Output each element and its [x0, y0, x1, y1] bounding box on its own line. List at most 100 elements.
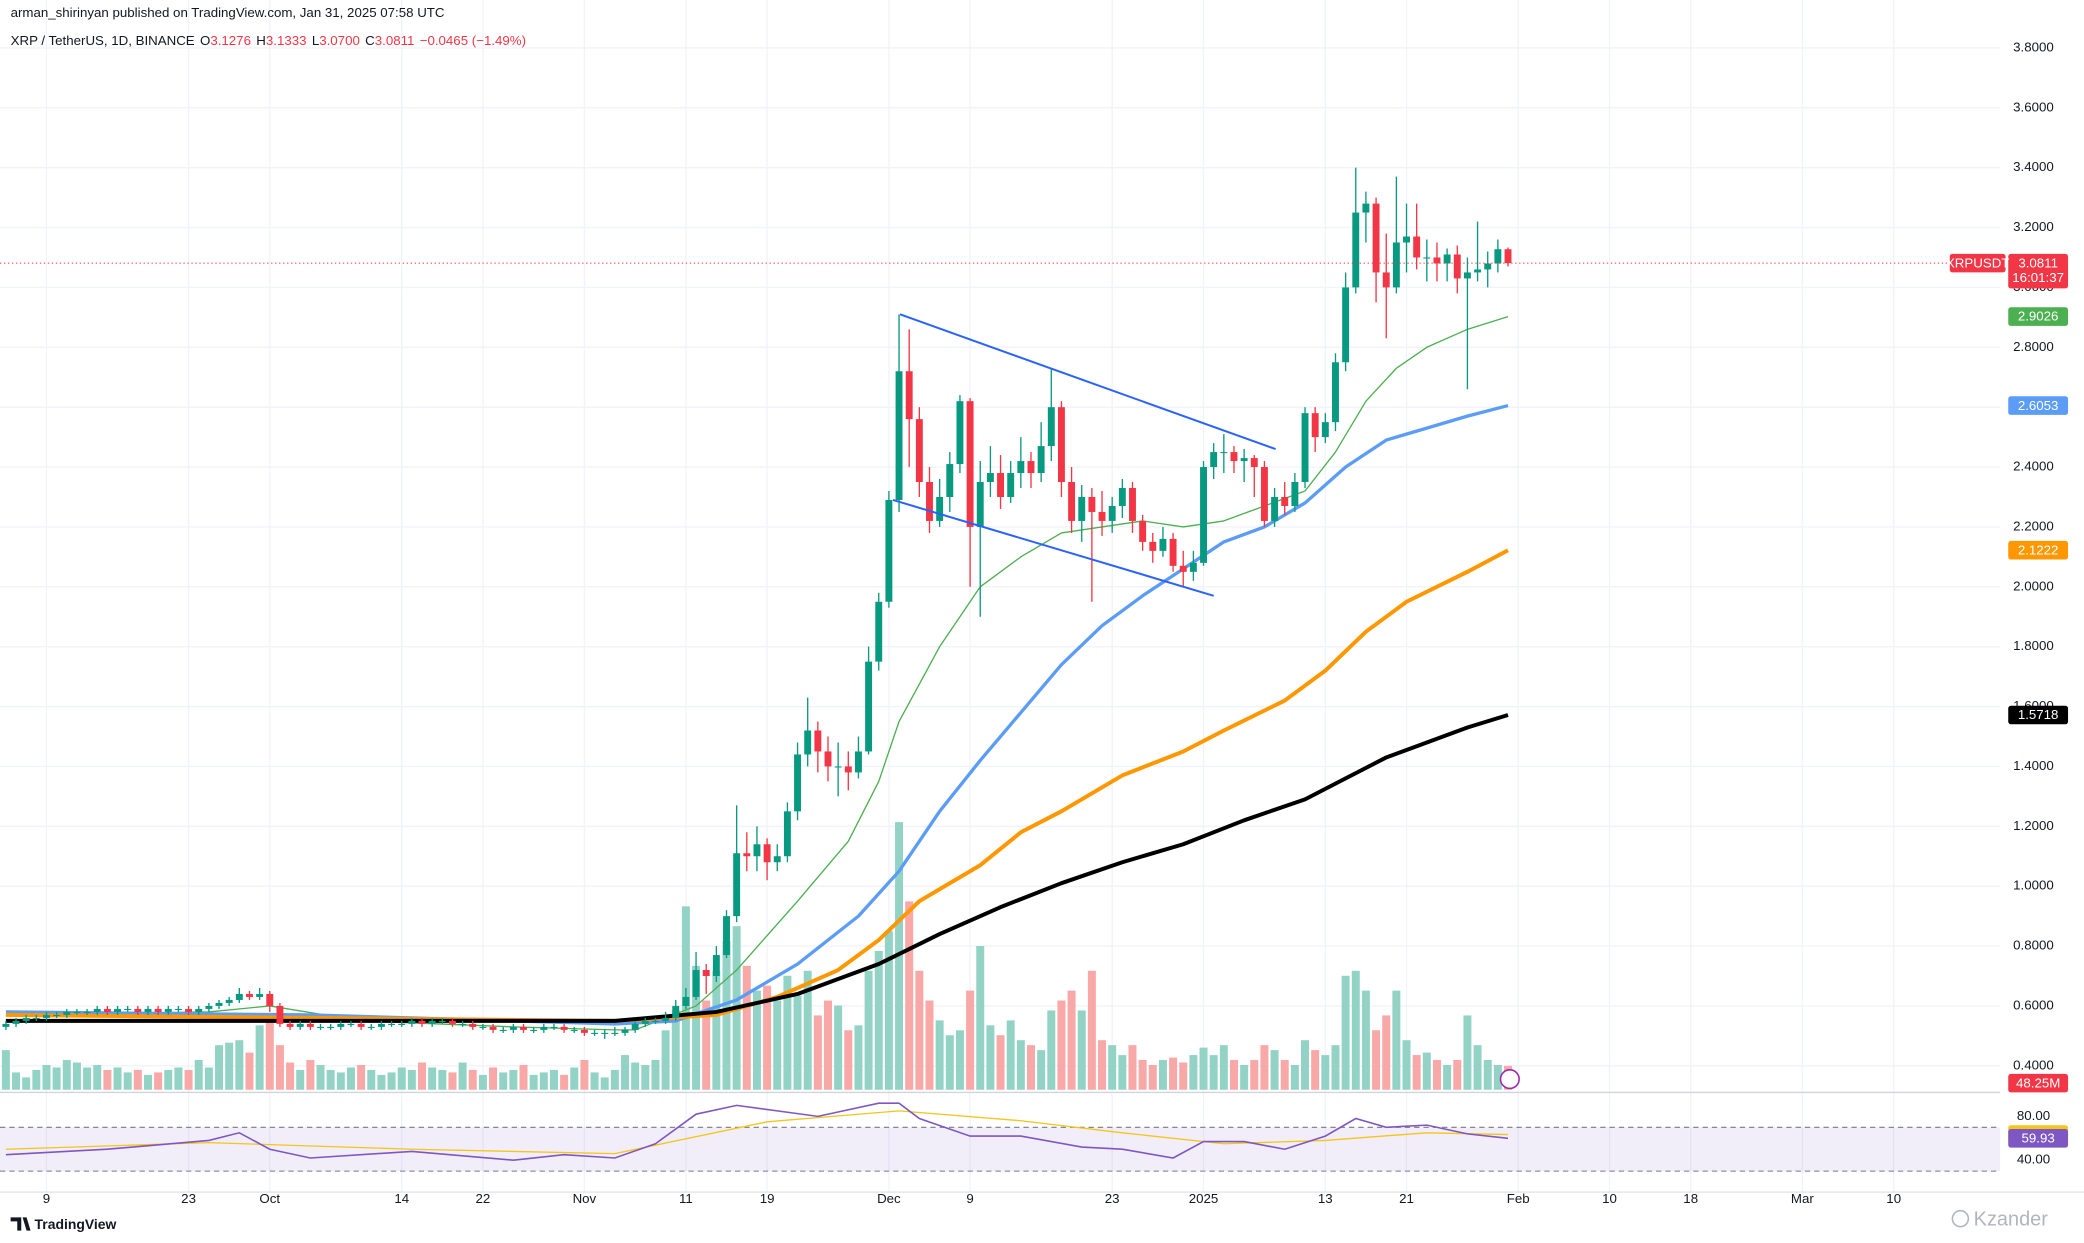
volume-bar [1280, 1060, 1289, 1090]
candle-body [73, 1011, 81, 1013]
volume-bar [387, 1072, 396, 1090]
candle-body [276, 1005, 284, 1024]
volume-bar [22, 1077, 31, 1090]
candle-body [1332, 362, 1339, 423]
volume-bar [296, 1069, 305, 1090]
candle-body [449, 1020, 456, 1024]
volume-bar [884, 931, 893, 1090]
volume-bar [478, 1074, 487, 1090]
candle-body [702, 970, 710, 977]
candle-body [225, 999, 233, 1003]
candle-body [1250, 458, 1258, 468]
candle-body [357, 1023, 365, 1027]
trendline [899, 313, 1276, 451]
x-tick-label: Oct [259, 1191, 280, 1206]
volume-bar [1250, 1060, 1259, 1090]
candle-body [489, 1026, 497, 1030]
moving-average-line [5, 403, 1509, 1026]
x-tick-label: Mar [1791, 1191, 1814, 1206]
candle-body [154, 1008, 162, 1012]
volume-bar [834, 1005, 843, 1090]
candle-body [1301, 413, 1309, 483]
publisher-line: arman_shirinyan published on TradingView… [11, 5, 445, 20]
candle-body [895, 371, 903, 500]
alert-icon[interactable] [1499, 1069, 1520, 1090]
candle-body [418, 1020, 426, 1024]
candle-body [530, 1029, 538, 1031]
candle-body [1118, 488, 1126, 506]
last-price-badge: 3.0811 [2018, 255, 2058, 270]
candle-body [235, 993, 243, 1000]
x-tick-label: 18 [1683, 1191, 1698, 1206]
volume-bar [1331, 1045, 1340, 1090]
volume-bar [275, 1045, 284, 1090]
volume-bar [215, 1045, 224, 1090]
volume-bar [346, 1067, 355, 1090]
symbol-legend: XRP / TetherUS, 1D, BINANCE O3.1276 H3.133… [11, 33, 526, 48]
ma-last-value-bg [2008, 396, 2069, 415]
volume-bar [1169, 1057, 1178, 1090]
volume-bar [712, 970, 721, 1090]
candle-body [601, 1032, 609, 1034]
volume-bar [1453, 1060, 1462, 1090]
candle-body [956, 401, 964, 465]
volume-bar [164, 1069, 173, 1090]
volume-bar [418, 1062, 427, 1090]
x-tick-label: 23 [181, 1191, 196, 1206]
y-tick-label: 3.2000 [2013, 219, 2054, 234]
legend-key: O [200, 33, 210, 48]
candle-body [966, 401, 974, 527]
candle-body [1007, 473, 1015, 497]
volume-bar [62, 1060, 71, 1090]
volume-bar [509, 1069, 518, 1090]
ma-last-value-bg [2008, 540, 2069, 560]
volume-bar [448, 1072, 457, 1090]
watermark: Kzander [1951, 1208, 2048, 1230]
candle-body [53, 1014, 61, 1016]
volume-bar [336, 1072, 345, 1090]
volume-bar [458, 1062, 467, 1090]
volume-bar [631, 1062, 640, 1090]
volume-bar [143, 1074, 152, 1090]
candle-body [1494, 249, 1502, 264]
candle-body [1108, 505, 1116, 521]
candle-body [652, 1020, 659, 1022]
y-tick-label: 2.8000 [2013, 339, 2054, 354]
volume-bar [326, 1069, 335, 1090]
y-tick-label: 1.0000 [2013, 878, 2054, 893]
volume-bar [803, 970, 812, 1090]
volume-bar [1047, 1010, 1056, 1090]
volume-bar [1443, 1064, 1452, 1090]
candle-body [266, 993, 274, 1006]
volume-bar [357, 1064, 366, 1090]
candle-body [1230, 452, 1238, 462]
volume-bar [438, 1069, 447, 1090]
x-tick-label: 9 [43, 1191, 50, 1206]
volume-last-label: 48.25M [2016, 1075, 2060, 1090]
candle-body [1210, 452, 1218, 468]
volume-bar [580, 1060, 589, 1090]
volume-bar [1493, 1064, 1502, 1090]
moving-average-line [5, 548, 1509, 1023]
candle-body [550, 1026, 558, 1028]
candle-body [875, 601, 883, 662]
volume-bar [1240, 1064, 1249, 1090]
candle-body [794, 754, 802, 812]
plot-area [0, 167, 2001, 1161]
candle-body [205, 1005, 213, 1009]
volume-bar [1158, 1060, 1167, 1090]
volume-bar [966, 990, 975, 1090]
volume-bar [986, 1025, 995, 1090]
candle-body [103, 1008, 111, 1012]
volume-bar [529, 1074, 538, 1090]
candle-body [804, 730, 812, 755]
candle-body [246, 993, 253, 997]
candle-body [286, 1023, 294, 1027]
candle-body [723, 916, 730, 956]
candle-body [1342, 287, 1350, 363]
candle-body [1047, 407, 1055, 447]
volume-bar [661, 1030, 670, 1090]
volume-bar [1412, 1055, 1421, 1090]
ma-last-value-bg [2008, 307, 2069, 326]
volume-bar [468, 1069, 477, 1090]
